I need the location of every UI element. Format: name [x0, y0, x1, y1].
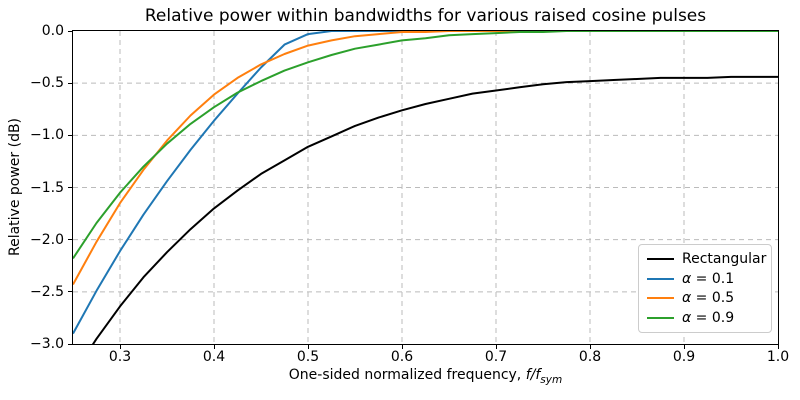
legend-line-sample [647, 277, 674, 280]
x-tick [401, 345, 403, 349]
legend-line-sample [647, 257, 674, 260]
legend-entry: α = 0.9 [647, 309, 763, 327]
legend-line-sample [647, 297, 674, 300]
x-tick-label: 0.8 [578, 349, 602, 365]
x-tick [307, 345, 309, 349]
plot-canvas [73, 31, 778, 344]
y-tick-label: 0.0 [41, 23, 64, 39]
y-tick [68, 291, 72, 293]
y-tick [68, 239, 72, 241]
y-tick [68, 82, 72, 84]
legend-line-sample [647, 317, 674, 320]
x-tick-label: 0.9 [672, 349, 696, 365]
y-tick [68, 134, 72, 136]
legend-entry: α = 0.1 [647, 270, 763, 288]
y-tick-label: −1.0 [30, 127, 64, 144]
x-axis-label-subscript: sym [540, 373, 563, 386]
plot-area [72, 30, 779, 345]
x-tick-label: 0.7 [484, 349, 508, 365]
x-tick [589, 345, 591, 349]
legend-label: α = 0.1 [682, 270, 735, 287]
y-tick [68, 30, 72, 32]
legend-label: Rectangular [682, 250, 767, 267]
curve--0.5 [73, 31, 778, 285]
y-tick-label: −2.0 [30, 231, 64, 248]
curve--0.1 [73, 31, 778, 335]
curve-rectangular [91, 75, 778, 344]
x-tick [213, 345, 215, 349]
y-tick [68, 187, 72, 188]
x-axis-label: One-sided normalized frequency, f/fsym [73, 367, 778, 389]
x-tick-label: 0.3 [108, 349, 132, 365]
x-tick [495, 345, 497, 349]
y-tick [68, 343, 72, 345]
y-tick-label: −1.5 [30, 179, 64, 196]
x-tick [119, 345, 121, 349]
legend: Rectangular α = 0.1 α = 0.5 α = 0.9 [638, 244, 772, 333]
y-tick-label: −2.5 [30, 283, 64, 300]
curve--0.9 [73, 31, 778, 259]
y-tick-label: −0.5 [30, 75, 64, 92]
legend-label: α = 0.5 [682, 290, 735, 307]
legend-entry: α = 0.5 [647, 289, 763, 307]
y-tick-label: −3.0 [30, 336, 64, 352]
chart-title: Relative power within bandwidths for var… [144, 6, 707, 26]
legend-entry: Rectangular [647, 250, 767, 268]
x-axis-label-math: f/f [525, 367, 541, 383]
x-axis-label-text: One-sided normalized frequency, [288, 367, 526, 383]
x-tick [683, 345, 685, 349]
x-tick-label: 1.0 [766, 349, 790, 365]
x-tick-label: 0.6 [390, 349, 414, 365]
legend-label: α = 0.9 [682, 310, 735, 327]
x-tick-label: 0.5 [296, 349, 320, 365]
x-tick [777, 345, 779, 349]
x-tick-label: 0.4 [202, 349, 226, 365]
